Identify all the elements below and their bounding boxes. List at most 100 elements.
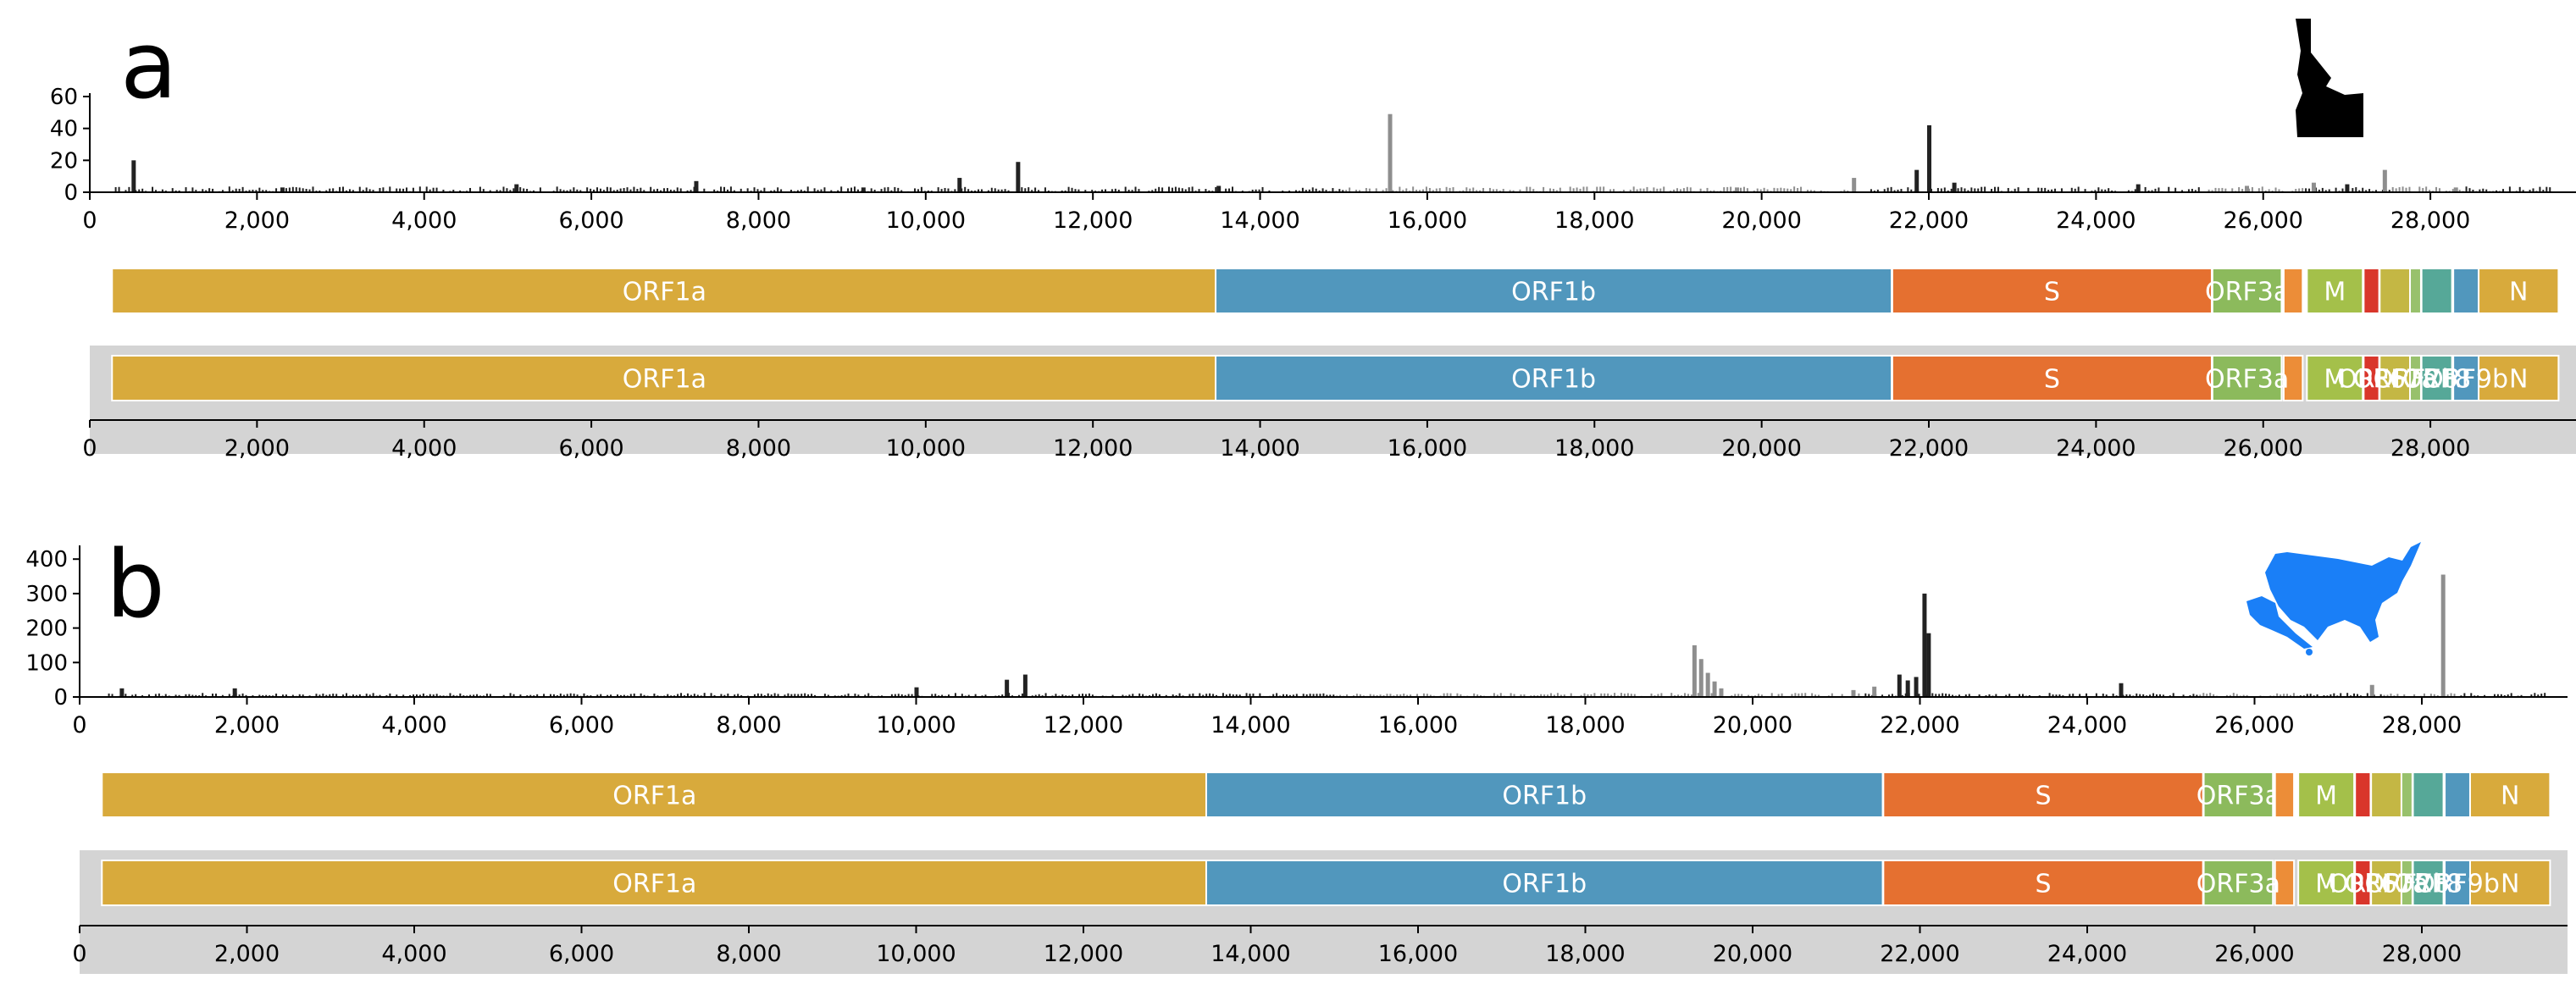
bar xyxy=(573,694,575,697)
bar xyxy=(1502,189,1504,192)
bar xyxy=(2298,188,2301,192)
bar xyxy=(1633,694,1636,697)
bar xyxy=(2302,188,2304,192)
bar xyxy=(1614,693,1616,697)
bar xyxy=(2158,187,2160,192)
overview-x-tick-label: 8,000 xyxy=(726,435,791,462)
bar xyxy=(1579,188,1582,192)
bar-dark xyxy=(119,688,125,697)
bar xyxy=(2383,694,2385,697)
bar xyxy=(2318,189,2320,192)
bar xyxy=(559,189,562,192)
bar xyxy=(1435,188,1438,192)
bar xyxy=(796,190,799,192)
overview-gene-orf8 xyxy=(2420,355,2453,401)
bar xyxy=(459,693,462,697)
bar xyxy=(864,694,867,697)
bar xyxy=(853,186,856,192)
bar xyxy=(844,694,846,697)
bar xyxy=(1358,190,1360,192)
bar xyxy=(2194,190,2197,192)
bar xyxy=(413,694,415,697)
bar xyxy=(1382,190,1384,192)
bar xyxy=(2451,189,2454,192)
bar xyxy=(2211,190,2213,192)
bar xyxy=(1385,188,1388,192)
bar xyxy=(2199,694,2202,697)
bar xyxy=(1379,694,1382,697)
bar xyxy=(342,694,345,697)
bar xyxy=(325,190,328,192)
bar xyxy=(1245,693,1248,697)
overview-x-tick-label: 6,000 xyxy=(558,435,623,462)
overview-x-tick-label: 26,000 xyxy=(2214,941,2294,967)
bar xyxy=(2386,694,2389,697)
bar xyxy=(1259,693,1261,697)
bar xyxy=(1181,188,1183,192)
bar xyxy=(1174,186,1177,192)
bar xyxy=(1995,694,1997,697)
bar xyxy=(479,186,481,192)
bar-light xyxy=(2311,182,2316,192)
bar xyxy=(1472,187,1475,192)
bar xyxy=(2055,694,2058,697)
bar xyxy=(1841,694,1843,697)
bar xyxy=(2544,693,2546,697)
overview-gene-orf1a xyxy=(101,860,1209,906)
bar xyxy=(760,190,762,192)
overview-x-tick-label: 14,000 xyxy=(1220,435,1299,462)
bar xyxy=(937,187,939,192)
bar xyxy=(1997,186,1999,192)
bar xyxy=(2316,694,2318,697)
y-tick-label: 200 xyxy=(25,617,68,642)
bar xyxy=(2172,693,2174,697)
bar xyxy=(1067,186,1070,192)
bar xyxy=(231,190,234,192)
bar xyxy=(1793,186,1796,192)
bar xyxy=(1191,186,1194,192)
bar xyxy=(967,189,970,192)
bar xyxy=(275,694,278,697)
bar xyxy=(1734,694,1737,697)
bar xyxy=(629,694,632,697)
bar xyxy=(727,693,729,697)
bar xyxy=(1543,186,1545,192)
overview-gene-label: ORF1a xyxy=(623,365,706,395)
bar xyxy=(1188,187,1190,192)
x-axis: 0 2,000 4,000 6,000 8,000 10,000 12,000 14,000 1… xyxy=(72,696,2568,738)
bar xyxy=(2268,189,2270,192)
bar xyxy=(1967,190,1969,192)
overview-gene-label: N xyxy=(2501,870,2519,899)
bar xyxy=(2450,693,2452,697)
bar xyxy=(2539,186,2541,192)
gene-label: ORF3a xyxy=(2197,782,2280,811)
bar xyxy=(2366,693,2368,697)
bar xyxy=(1158,186,1161,192)
bar xyxy=(2218,188,2220,192)
bar xyxy=(1609,189,1612,192)
bar xyxy=(1910,189,1913,192)
bar xyxy=(435,694,438,697)
bar xyxy=(1055,694,1057,697)
overview-x-tick-label: 26,000 xyxy=(2224,435,2303,462)
overview-x-tick-label: 20,000 xyxy=(1721,435,1801,462)
bar xyxy=(720,186,723,192)
bar xyxy=(305,188,307,192)
bar xyxy=(610,694,612,697)
bar xyxy=(2468,188,2471,192)
bar xyxy=(1215,186,1217,192)
bar xyxy=(2147,190,2150,192)
bar xyxy=(291,186,294,192)
bar-dark xyxy=(1926,633,1931,697)
bar xyxy=(1318,190,1321,192)
overview-gene-n xyxy=(2468,860,2551,906)
bar xyxy=(2214,187,2217,192)
bar xyxy=(125,694,127,697)
bar xyxy=(1600,693,1603,697)
bar xyxy=(1886,187,1889,192)
bar xyxy=(406,187,408,192)
bar xyxy=(543,694,546,697)
bar xyxy=(2047,190,2050,192)
bar xyxy=(1077,189,1080,192)
bar xyxy=(212,188,214,192)
